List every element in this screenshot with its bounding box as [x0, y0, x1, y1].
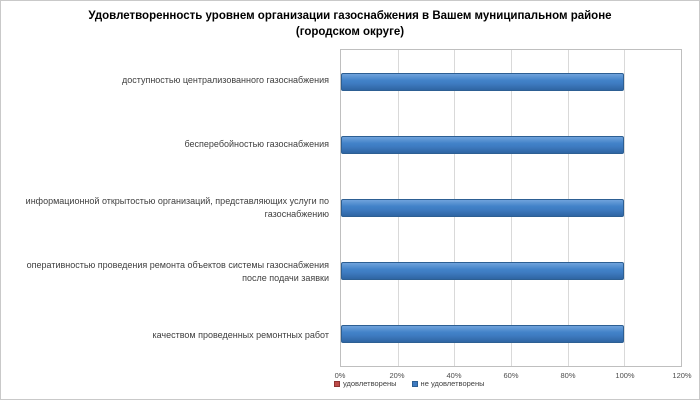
x-tick-label: 20%	[389, 371, 405, 380]
chart-title: Удовлетворенность уровнем организации га…	[88, 10, 612, 38]
bar-row	[341, 50, 681, 113]
bar-не удовлетворены	[341, 72, 625, 91]
category-label: информационной открытостью организаций, …	[25, 195, 329, 219]
bar-row	[341, 176, 681, 239]
x-tick-label: 0%	[334, 371, 346, 380]
x-axis: 0% 20% 40% 60% 80% 100% 120%	[335, 371, 692, 381]
bar-row	[341, 113, 681, 176]
category-label: качеством проведенных ремонтных работ	[152, 329, 329, 340]
legend-item: удовлетворены	[334, 379, 397, 388]
plot-area	[340, 49, 682, 367]
category-axis: доступностью централизованного газоснабж…	[5, 49, 335, 367]
bar-row	[341, 240, 681, 303]
x-tick-label: 100%	[615, 371, 635, 380]
category-label: оперативностью проведения ремонта объект…	[26, 259, 329, 283]
x-tick-label: 80%	[560, 371, 576, 380]
legend-label: удовлетворены	[343, 379, 397, 388]
bar-row	[341, 303, 681, 366]
x-tick-label: 40%	[446, 371, 462, 380]
bar-не удовлетворены	[341, 262, 625, 281]
x-tick-label: 120%	[672, 371, 692, 380]
legend-label: не удовлетворены	[420, 379, 485, 388]
x-tick-label: 60%	[503, 371, 519, 380]
legend: удовлетворены не удовлетворены	[334, 379, 484, 388]
legend-marker-icon	[411, 380, 418, 387]
category-label: доступностью централизованного газоснабж…	[121, 75, 329, 86]
legend-marker-icon	[334, 380, 340, 387]
category-label: бесперебойностью газоснабжения	[184, 138, 329, 149]
bar-не удовлетворены	[341, 325, 625, 344]
legend-item: не удовлетворены	[411, 379, 485, 388]
bar-rows	[341, 50, 681, 366]
bar-не удовлетворены	[341, 199, 625, 217]
bar-не удовлетворены	[341, 135, 625, 154]
gridline	[624, 50, 626, 366]
